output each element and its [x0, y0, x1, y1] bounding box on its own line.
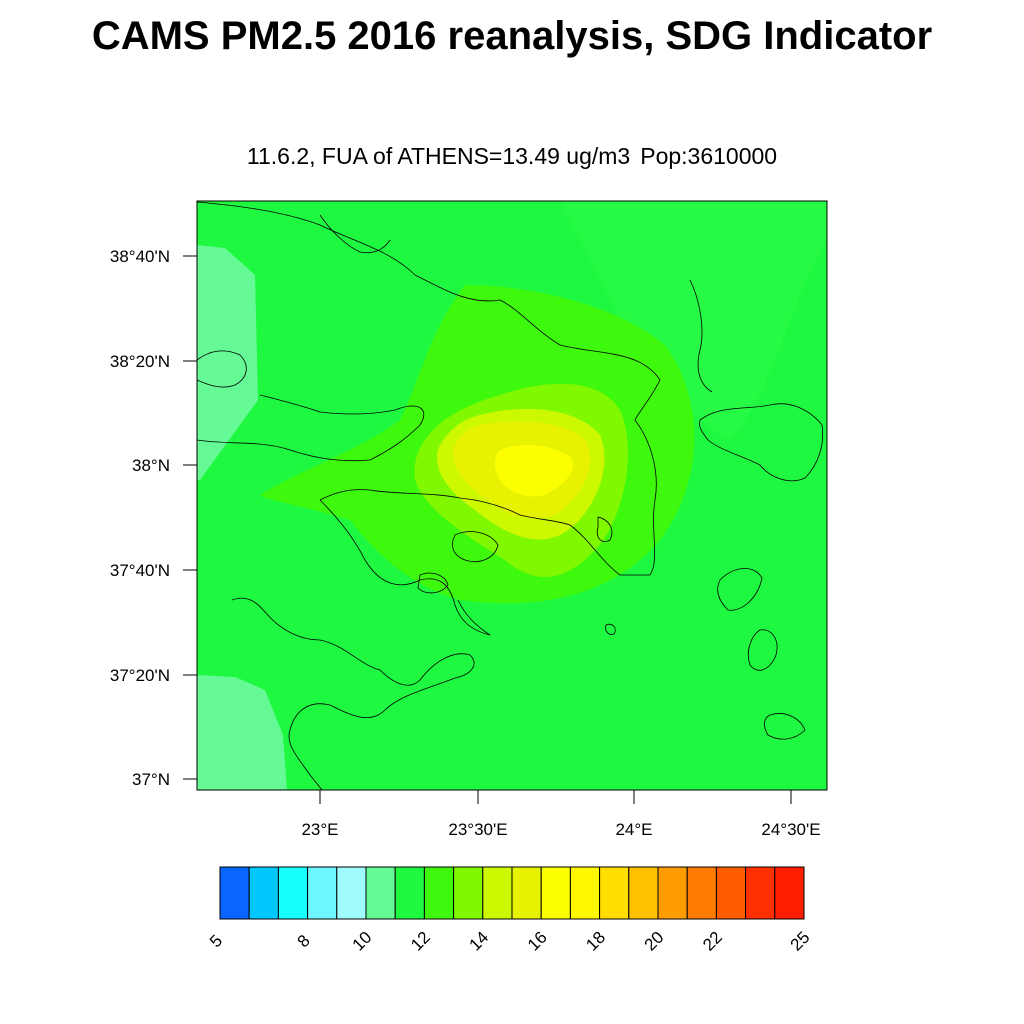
colorbar-swatch — [278, 867, 307, 919]
colorbar-label: 5 — [206, 931, 226, 951]
colorbar-label: 22 — [699, 928, 726, 955]
colorbar-label: 18 — [582, 928, 609, 955]
colorbar-label: 8 — [294, 931, 314, 951]
colorbar-swatch — [483, 867, 512, 919]
colorbar-swatch — [716, 867, 745, 919]
colorbar-swatch — [541, 867, 570, 919]
lat-tick-label: 38°N — [132, 456, 170, 475]
colorbar-swatch — [687, 867, 716, 919]
lon-tick-label: 23°E — [301, 820, 338, 839]
colorbar-swatch — [366, 867, 395, 919]
colorbar-swatch — [629, 867, 658, 919]
colorbar-label: 20 — [641, 928, 668, 955]
colorbar-swatch — [600, 867, 629, 919]
colorbar: 5 8 10 12 14 16 18 20 22 25 — [206, 867, 813, 955]
lat-tick-label: 37°20'N — [110, 666, 170, 685]
colorbar-label: 25 — [787, 928, 814, 955]
colorbar-swatch — [512, 867, 541, 919]
colorbar-swatch — [658, 867, 687, 919]
longitude-axis: 23°E 23°30'E 24°E 24°30'E — [301, 790, 820, 839]
colorbar-swatch — [570, 867, 599, 919]
colorbar-swatch — [308, 867, 337, 919]
lat-tick-label: 37°N — [132, 770, 170, 789]
colorbar-swatch — [746, 867, 775, 919]
colorbar-label: 10 — [349, 928, 376, 955]
colorbar-swatch — [337, 867, 366, 919]
latitude-axis: 38°40'N 38°20'N 38°N 37°40'N 37°20'N 37°N — [110, 247, 197, 789]
lon-tick-label: 24°E — [615, 820, 652, 839]
lat-tick-label: 38°40'N — [110, 247, 170, 266]
colorbar-swatch — [454, 867, 483, 919]
colorbar-label: 12 — [407, 928, 434, 955]
colorbar-label: 16 — [524, 928, 551, 955]
colorbar-label: 14 — [466, 928, 493, 955]
colorbar-swatch — [220, 867, 249, 919]
lon-tick-label: 24°30'E — [761, 820, 820, 839]
lat-tick-label: 38°20'N — [110, 352, 170, 371]
lon-tick-label: 23°30'E — [448, 820, 507, 839]
pm25-contour-field — [197, 201, 827, 790]
lat-tick-label: 37°40'N — [110, 561, 170, 580]
colorbar-swatch — [424, 867, 453, 919]
colorbar-swatch — [775, 867, 804, 919]
colorbar-swatch — [249, 867, 278, 919]
colorbar-swatch — [395, 867, 424, 919]
